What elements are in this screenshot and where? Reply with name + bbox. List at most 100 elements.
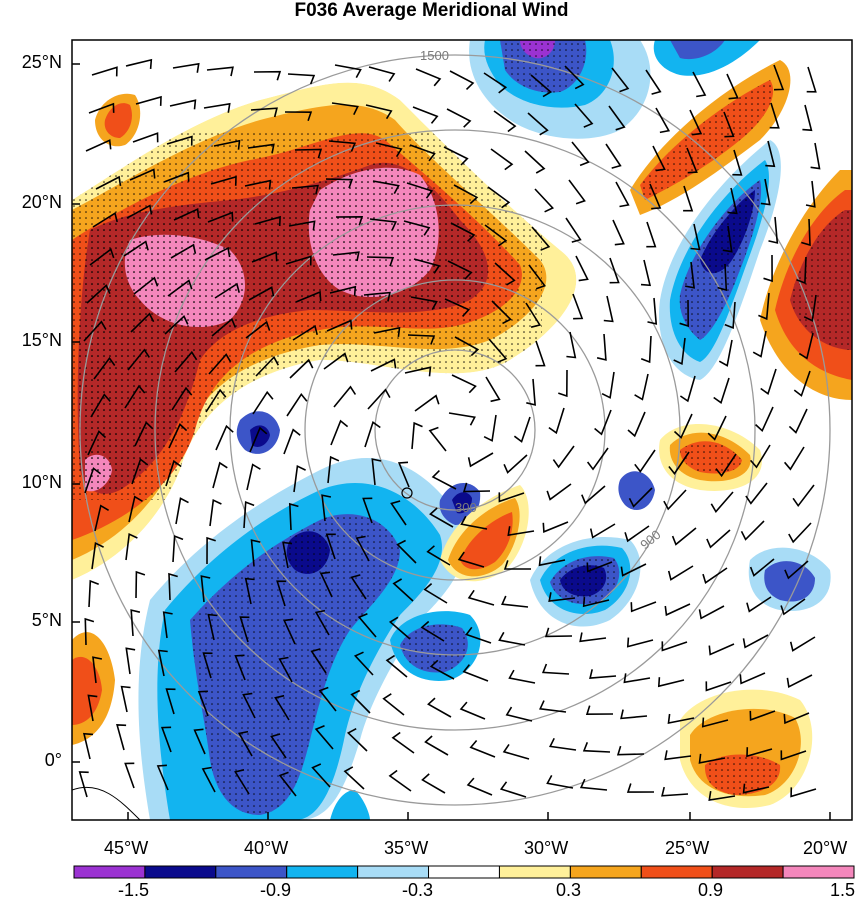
wind-barb xyxy=(451,374,477,394)
wind-barb xyxy=(391,731,415,754)
ring-label-300: 300 xyxy=(455,500,477,515)
map-title: F036 Average Meridional Wind xyxy=(294,0,569,21)
wind-barb xyxy=(421,773,446,794)
wind-barb xyxy=(321,494,332,522)
wind-barb xyxy=(664,750,692,761)
wind-barb xyxy=(246,463,261,491)
wind-barb xyxy=(128,495,143,523)
wind-barb xyxy=(237,730,253,757)
wind-barb xyxy=(640,335,652,364)
wind-barb xyxy=(125,533,138,561)
wind-barb xyxy=(548,737,577,751)
coastline xyxy=(72,786,141,820)
wind-barb xyxy=(156,764,169,791)
lat-label-25n: 25°N xyxy=(21,52,62,72)
wind-barb xyxy=(566,331,577,359)
wind-barb xyxy=(571,141,590,167)
wind-barb xyxy=(673,337,686,365)
wind-barb xyxy=(443,146,469,166)
wind-barb xyxy=(200,575,211,603)
wind-barb xyxy=(803,294,817,322)
wind-barb xyxy=(692,71,707,98)
wind-barb xyxy=(173,208,200,221)
wind-barb xyxy=(89,247,115,266)
wind-barb xyxy=(444,298,471,317)
wind-barb xyxy=(390,500,407,526)
wind-barb xyxy=(589,669,617,679)
wind-barb xyxy=(626,783,655,793)
wind-barb xyxy=(498,631,526,646)
wind-barb xyxy=(698,605,725,620)
wind-barbs xyxy=(78,58,821,801)
wind-barb xyxy=(705,681,732,692)
wind-barb xyxy=(790,787,817,798)
wind-barb xyxy=(270,733,287,759)
wind-barb xyxy=(715,453,737,478)
wind-barb xyxy=(542,521,569,533)
wind-barb xyxy=(94,504,110,532)
wind-barb xyxy=(214,282,240,299)
lon-label-35w: 35°W xyxy=(384,838,429,858)
lat-label-5n: 5°N xyxy=(31,610,62,630)
wind-barb xyxy=(485,376,501,403)
wind-barb xyxy=(805,180,816,208)
wind-barb xyxy=(494,262,516,286)
wind-barb xyxy=(201,766,216,793)
wind-barb xyxy=(780,750,807,761)
wind-barb xyxy=(124,384,146,409)
wind-barb xyxy=(169,99,197,110)
wind-barb xyxy=(90,393,111,418)
wind-barb xyxy=(528,264,546,290)
wind-barb xyxy=(752,330,767,358)
wind-barb xyxy=(558,369,568,398)
wind-barb xyxy=(708,790,736,801)
wind-barb xyxy=(205,388,227,413)
wind-barb xyxy=(630,601,657,613)
colorbar-label-neg0-9: -0.9 xyxy=(260,880,292,900)
wind-barb xyxy=(282,541,293,569)
wind-barb xyxy=(207,211,234,223)
wind-barb xyxy=(160,726,172,753)
wind-barb xyxy=(646,221,657,248)
wind-barb xyxy=(788,522,812,544)
wind-barb xyxy=(331,102,359,116)
wind-barb xyxy=(171,386,193,411)
lon-label-30w: 30°W xyxy=(524,838,569,858)
wind-barb xyxy=(601,371,615,399)
wind-barb xyxy=(783,446,805,471)
wind-barb xyxy=(634,449,656,473)
wind-barb xyxy=(283,428,301,455)
wind-barb xyxy=(802,104,813,132)
wind-barb xyxy=(255,355,280,377)
lat-label-0: 0° xyxy=(44,750,62,770)
wind-barb xyxy=(565,217,582,243)
wind-barb xyxy=(366,256,395,267)
wind-barb xyxy=(765,140,776,168)
wind-barb xyxy=(487,186,511,209)
wind-barb xyxy=(749,710,776,722)
wind-barb xyxy=(661,641,688,652)
wind-barb xyxy=(446,108,472,128)
wind-barb xyxy=(242,692,256,719)
wind-barb xyxy=(411,421,423,450)
wind-barb xyxy=(449,70,475,90)
wind-barb xyxy=(652,145,666,172)
wind-barb xyxy=(350,574,367,600)
wind-barb xyxy=(388,616,411,640)
lon-label-40w: 40°W xyxy=(244,838,289,858)
wind-barb xyxy=(116,724,127,751)
wind-barb xyxy=(732,149,743,176)
wind-barb xyxy=(508,669,536,684)
wind-barb xyxy=(283,618,296,645)
wind-barb xyxy=(572,293,584,320)
wind-barb xyxy=(679,299,690,328)
wind-barb xyxy=(457,551,485,568)
wind-barb xyxy=(83,320,107,342)
wind-barb xyxy=(208,353,232,375)
wind-barb xyxy=(531,226,551,251)
wind-barb xyxy=(628,487,653,508)
wind-barb xyxy=(634,373,649,401)
wind-barb xyxy=(702,567,728,584)
wind-barb xyxy=(546,483,572,501)
